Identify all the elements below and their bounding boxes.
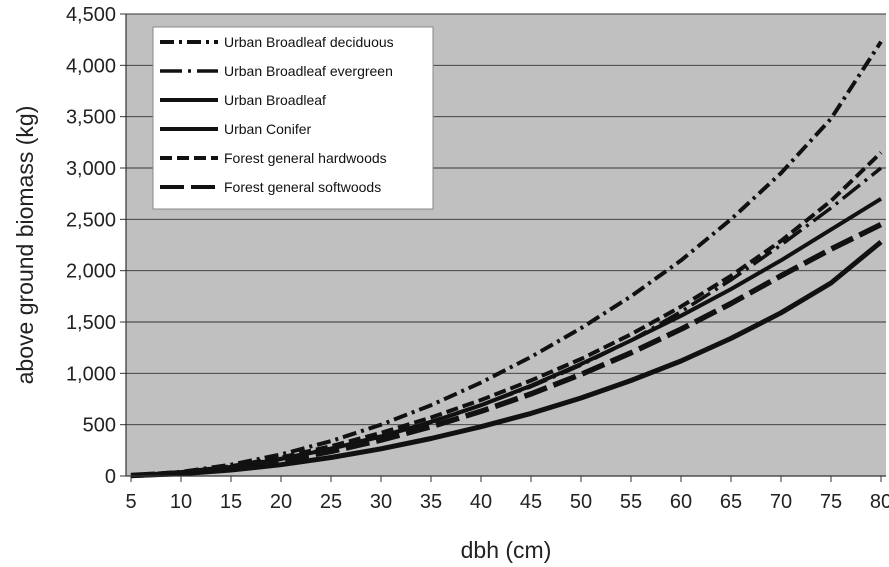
- y-axis-title: above ground biomass (kg): [12, 106, 38, 385]
- y-tick-label: 2,500: [66, 209, 116, 231]
- x-tick-label: 55: [620, 491, 642, 513]
- legend-entry: Urban Broadleaf evergreen: [224, 63, 393, 79]
- legend-entry: Forest general softwoods: [224, 179, 381, 195]
- legend-entry: Urban Broadleaf deciduous: [224, 34, 394, 50]
- legend-entry: Urban Conifer: [224, 121, 311, 137]
- x-tick-label: 10: [170, 491, 192, 513]
- y-tick-label: 3,000: [66, 158, 116, 180]
- legend: Urban Broadleaf deciduous Urban Broadleaf…: [152, 26, 434, 210]
- x-tick-label: 20: [270, 491, 292, 513]
- x-tick-labels: 5 10 15 20 25 30 35 40 45 50 55 60 65 70 75 80: [125, 491, 889, 513]
- x-tick-label: 45: [520, 491, 542, 513]
- x-tick-label: 25: [320, 491, 342, 513]
- legend-entry: Forest general hardwoods: [224, 150, 387, 166]
- x-tick-label: 30: [370, 491, 392, 513]
- legend-entry: Urban Broadleaf: [224, 92, 326, 108]
- y-tick-label: 4,000: [66, 55, 116, 77]
- x-tick-label: 15: [220, 491, 242, 513]
- x-tick-label: 60: [670, 491, 692, 513]
- x-tick-label: 75: [820, 491, 842, 513]
- y-tick-label: 0: [105, 466, 116, 488]
- y-tick-label: 1,000: [66, 363, 116, 385]
- x-tick-label: 5: [125, 491, 136, 513]
- series-line-6: [130, 222, 883, 479]
- y-tick-labels: 0 500 1,000 1,500 2,000 2,500 3,000 3,500 4,000 4…: [66, 4, 116, 488]
- legend-box: [152, 26, 434, 210]
- x-tick-label: 70: [770, 491, 792, 513]
- y-tick-label: 2,000: [66, 261, 116, 283]
- y-tick-label: 3,500: [66, 107, 116, 129]
- x-tick-label: 80: [870, 491, 889, 513]
- x-tick-label: 65: [720, 491, 742, 513]
- y-tick-label: 1,500: [66, 312, 116, 334]
- axes: [120, 13, 886, 482]
- x-tick-label: 40: [470, 491, 492, 513]
- series-layer: [130, 40, 883, 479]
- y-tick-label: 500: [83, 415, 116, 437]
- x-tick-label: 50: [570, 491, 592, 513]
- x-tick-label: 35: [420, 491, 442, 513]
- series-line-4: [130, 239, 883, 479]
- x-axis-title: dbh (cm): [461, 537, 552, 563]
- y-tick-label: 4,500: [66, 4, 116, 26]
